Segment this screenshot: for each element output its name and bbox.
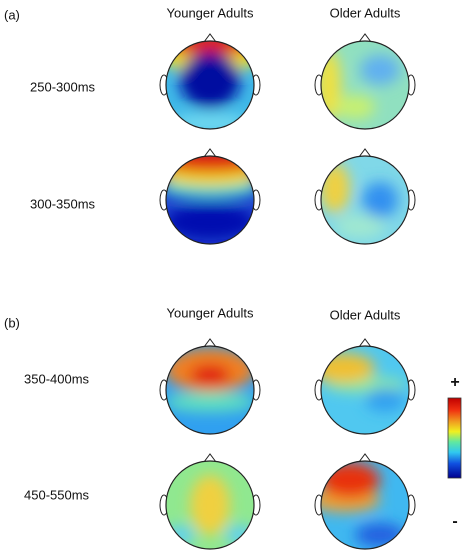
nose [358,33,372,43]
map-blob [166,156,254,172]
topographic-map [159,453,261,550]
map-blob [225,525,254,545]
head-outline [320,40,410,130]
nose [358,338,372,348]
map-fill [166,41,254,129]
head-outline [165,345,255,435]
map-blob [166,525,195,545]
map-blob [190,475,230,535]
topographic-map [314,148,416,245]
colorbar-max-label: + [450,374,459,391]
nose [203,338,217,348]
map-blobs [166,348,254,412]
panel-label: (a) [4,7,20,22]
map-fill [321,461,409,549]
map-fill [166,156,254,244]
nose [203,453,217,463]
map-blob [335,214,385,238]
colorbar [447,397,462,479]
panel-label: (b) [4,315,20,330]
head-outline [165,460,255,550]
map-fill [321,346,409,434]
topographic-map [314,33,416,130]
map-blob [166,392,254,412]
column-header: Younger Adults [167,305,254,320]
row-label: 300-350ms [30,196,96,211]
column-header: Younger Adults [167,5,254,20]
topographic-map [159,148,261,245]
nose [203,33,217,43]
map-blob [321,353,375,383]
column-header: Older Adults [330,307,401,322]
head-outline [320,345,410,435]
map-blob [321,163,350,213]
map-fill [321,41,409,129]
nose [358,453,372,463]
map-fill [166,461,254,549]
map-blob [170,113,250,129]
map-fill [321,156,409,244]
row-label: 250-300ms [30,79,96,94]
row-label: 350-400ms [24,371,90,386]
head-outline [165,40,255,130]
topographic-map [159,338,261,435]
map-fill [166,346,254,434]
head-outline [165,155,255,245]
map-blobs [166,156,254,240]
map-blobs [321,163,398,238]
map-blob [362,182,398,218]
nose [358,148,372,158]
topographic-map [159,33,261,130]
colorbar-min-label: - [452,513,457,530]
column-header: Older Adults [330,5,401,20]
topographic-map [314,453,416,550]
map-blob [335,95,375,119]
map-blob [166,204,254,240]
topographic-map [314,338,416,435]
head-outline [320,155,410,245]
map-blob [180,52,240,108]
map-blob [190,365,230,385]
map-blob [365,388,405,412]
nose [203,148,217,158]
head-outline [320,460,410,550]
map-blob [360,55,400,85]
row-label: 450-550ms [24,487,90,502]
